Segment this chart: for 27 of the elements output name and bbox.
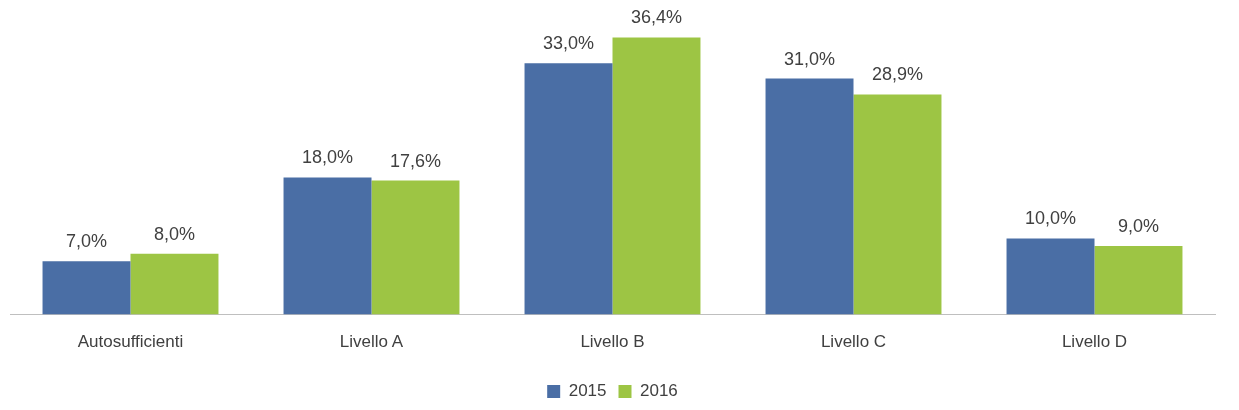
data-label: 17,6%: [389, 150, 442, 171]
bar: [1006, 238, 1095, 315]
data-label: 10,0%: [1024, 208, 1077, 229]
data-label: 7,0%: [66, 231, 108, 252]
x-tick-label: Livello D: [1061, 332, 1128, 352]
data-label: 28,9%: [871, 64, 924, 85]
data-label: 9,0%: [1117, 216, 1159, 237]
bar: [1094, 246, 1183, 315]
data-label: 8,0%: [153, 223, 195, 244]
data-label: 33,0%: [542, 33, 595, 54]
x-tick-label: Livello B: [580, 332, 645, 352]
x-tick-label: Livello A: [339, 332, 404, 352]
bar: [130, 253, 219, 315]
x-tick-label: Autosufficienti: [77, 332, 184, 352]
data-label: 36,4%: [630, 7, 683, 28]
legend-label: 2015: [568, 381, 607, 401]
data-label: 18,0%: [301, 147, 354, 168]
bar: [765, 78, 854, 315]
legend-label: 2016: [640, 381, 678, 401]
bar: [371, 180, 460, 315]
data-label: 31,0%: [783, 48, 836, 69]
x-tick-label: Livello C: [820, 332, 887, 352]
bar: [612, 37, 701, 315]
bar: [524, 63, 613, 315]
bar: [42, 261, 131, 315]
bar: [283, 177, 372, 315]
bar: [853, 94, 942, 315]
